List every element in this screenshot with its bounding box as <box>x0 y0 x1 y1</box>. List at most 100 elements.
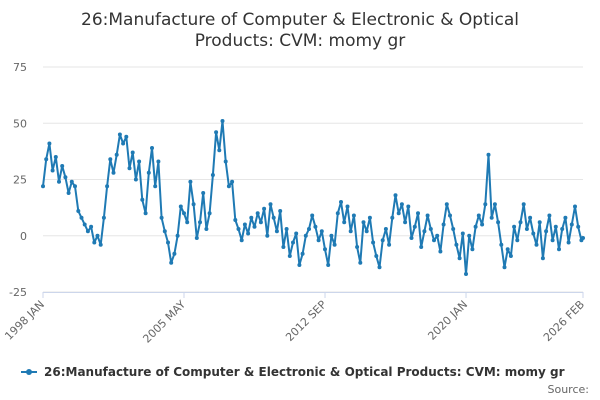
data-point-117[interactable] <box>416 211 420 216</box>
data-point-103[interactable] <box>371 240 376 245</box>
data-point-169[interactable] <box>581 236 585 240</box>
data-point-134[interactable] <box>470 247 475 252</box>
data-point-44[interactable] <box>182 211 186 216</box>
data-point-84[interactable] <box>310 213 315 218</box>
data-point-58[interactable] <box>226 184 231 189</box>
data-point-82[interactable] <box>303 233 308 238</box>
data-point-35[interactable] <box>153 184 158 189</box>
data-point-5[interactable] <box>57 179 61 184</box>
data-point-152[interactable] <box>528 215 533 220</box>
data-point-40[interactable] <box>169 260 174 265</box>
data-point-4[interactable] <box>53 155 58 159</box>
data-point-41[interactable] <box>172 251 177 256</box>
data-point-30[interactable] <box>137 159 142 164</box>
data-point-65[interactable] <box>249 215 254 220</box>
data-point-159[interactable] <box>550 238 555 243</box>
data-point-28[interactable] <box>130 150 135 155</box>
data-point-64[interactable] <box>246 231 251 236</box>
data-point-165[interactable] <box>569 222 574 227</box>
data-point-53[interactable] <box>210 173 215 177</box>
data-point-146[interactable] <box>508 254 513 258</box>
data-point-121[interactable] <box>428 227 433 231</box>
data-point-155[interactable] <box>537 220 542 225</box>
data-point-36[interactable] <box>156 159 161 164</box>
data-point-88[interactable] <box>323 247 327 252</box>
data-point-29[interactable] <box>133 177 138 182</box>
data-point-25[interactable] <box>121 141 126 146</box>
data-point-72[interactable] <box>271 215 276 220</box>
data-point-80[interactable] <box>297 263 302 267</box>
data-point-14[interactable] <box>85 229 90 234</box>
data-point-24[interactable] <box>117 132 122 137</box>
data-point-128[interactable] <box>451 227 456 231</box>
data-point-124[interactable] <box>438 249 443 254</box>
data-point-113[interactable] <box>403 220 408 225</box>
data-point-111[interactable] <box>396 211 401 216</box>
data-point-17[interactable] <box>95 233 100 238</box>
data-point-32[interactable] <box>143 211 148 216</box>
data-point-56[interactable] <box>220 119 225 123</box>
data-point-10[interactable] <box>73 184 77 189</box>
data-point-81[interactable] <box>300 251 305 256</box>
data-point-101[interactable] <box>364 229 369 234</box>
legend[interactable]: 26:Manufacture of Computer & Electronic … <box>21 365 565 379</box>
data-point-31[interactable] <box>140 197 145 202</box>
data-point-13[interactable] <box>82 222 87 227</box>
data-point-77[interactable] <box>287 254 292 258</box>
data-point-21[interactable] <box>108 157 113 162</box>
data-point-57[interactable] <box>223 159 228 164</box>
data-point-11[interactable] <box>76 209 81 213</box>
data-point-90[interactable] <box>329 233 334 238</box>
data-point-99[interactable] <box>358 260 363 265</box>
data-point-62[interactable] <box>239 238 244 243</box>
data-point-149[interactable] <box>518 220 523 225</box>
data-point-141[interactable] <box>492 202 497 207</box>
data-point-49[interactable] <box>198 220 202 225</box>
data-point-98[interactable] <box>355 245 360 249</box>
data-point-157[interactable] <box>544 229 549 234</box>
data-point-19[interactable] <box>101 215 106 220</box>
data-point-26[interactable] <box>124 134 129 139</box>
data-point-95[interactable] <box>345 204 350 209</box>
data-point-63[interactable] <box>242 222 247 227</box>
data-point-115[interactable] <box>409 236 414 240</box>
data-point-148[interactable] <box>515 238 520 243</box>
data-point-137[interactable] <box>480 222 485 227</box>
data-point-132[interactable] <box>464 272 468 276</box>
data-point-67[interactable] <box>255 211 260 216</box>
data-point-6[interactable] <box>60 164 65 168</box>
data-point-69[interactable] <box>262 206 267 211</box>
data-point-122[interactable] <box>432 238 436 243</box>
data-point-18[interactable] <box>98 242 103 247</box>
data-point-167[interactable] <box>576 224 581 229</box>
data-point-164[interactable] <box>566 240 571 245</box>
data-point-107[interactable] <box>383 227 388 231</box>
data-point-48[interactable] <box>194 236 199 240</box>
data-point-136[interactable] <box>476 213 481 218</box>
data-point-112[interactable] <box>399 202 404 207</box>
data-point-94[interactable] <box>342 220 347 225</box>
data-point-151[interactable] <box>524 227 529 231</box>
data-point-27[interactable] <box>127 166 132 171</box>
data-point-105[interactable] <box>377 265 382 270</box>
data-point-15[interactable] <box>89 224 94 229</box>
data-point-89[interactable] <box>326 263 331 267</box>
data-point-76[interactable] <box>284 227 289 231</box>
data-point-150[interactable] <box>521 202 526 207</box>
data-point-140[interactable] <box>489 215 494 220</box>
data-point-160[interactable] <box>553 224 558 229</box>
data-point-102[interactable] <box>367 215 372 220</box>
data-point-119[interactable] <box>422 229 427 234</box>
data-point-92[interactable] <box>335 211 340 216</box>
data-point-8[interactable] <box>66 191 71 195</box>
data-point-83[interactable] <box>307 227 311 231</box>
data-point-74[interactable] <box>278 209 283 213</box>
data-point-133[interactable] <box>467 233 472 238</box>
data-point-42[interactable] <box>175 233 180 238</box>
data-point-37[interactable] <box>159 215 164 220</box>
data-point-33[interactable] <box>146 170 151 175</box>
data-point-66[interactable] <box>252 224 257 229</box>
data-point-0[interactable] <box>41 184 45 189</box>
data-point-38[interactable] <box>162 229 167 234</box>
data-point-50[interactable] <box>201 191 206 195</box>
